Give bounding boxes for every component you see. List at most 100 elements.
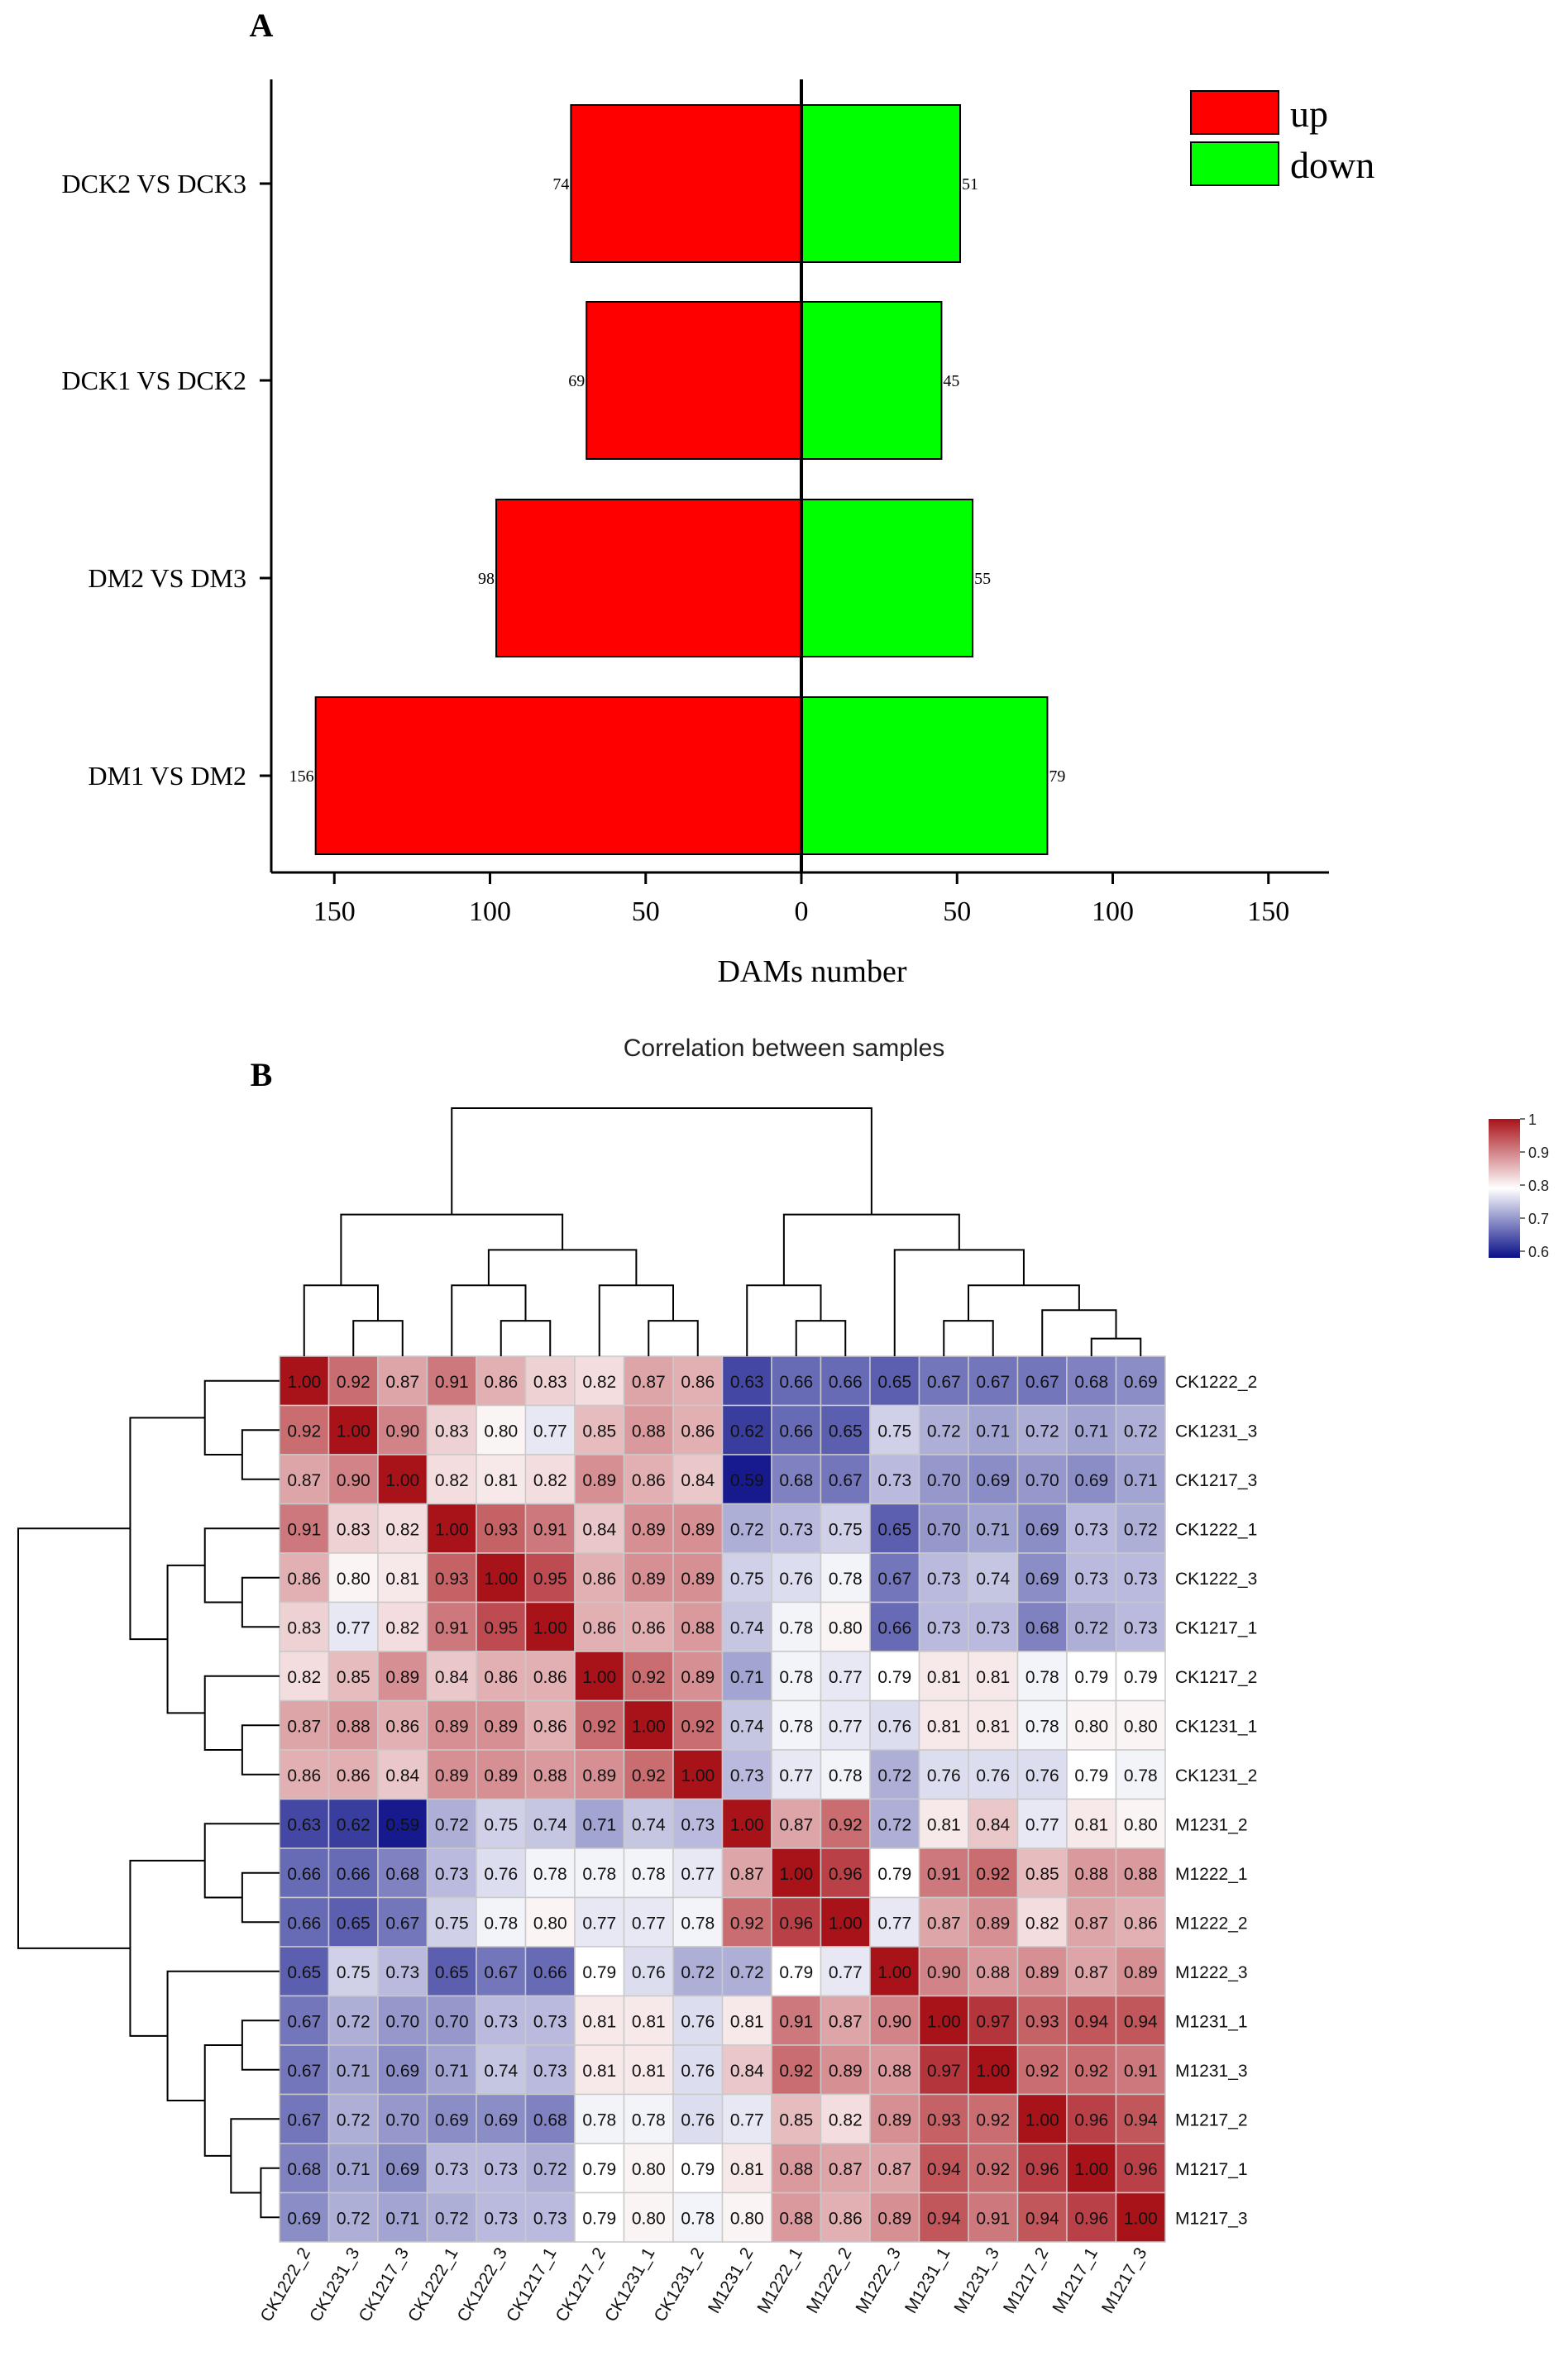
data-label-up: 74 <box>552 175 569 194</box>
cell-value: 0.80 <box>484 1422 518 1441</box>
cell-value: 0.66 <box>877 1618 911 1637</box>
cell-value: 0.81 <box>632 2062 666 2081</box>
cell-value: 0.89 <box>632 1520 666 1539</box>
heatmap-cell <box>1115 1798 1166 1849</box>
cell-value: 0.68 <box>1025 1618 1059 1637</box>
cell-value: 0.94 <box>1124 2012 1158 2031</box>
data-label-down: 51 <box>962 175 978 194</box>
x-tick-label: 150 <box>1247 896 1289 927</box>
row-label: M1222_2 <box>1175 1914 1248 1933</box>
cell-value: 0.91 <box>1124 2062 1158 2081</box>
cell-value: 0.88 <box>976 1963 1010 1982</box>
cell-value: 0.93 <box>927 2110 961 2129</box>
heatmap-cell <box>279 1749 330 1800</box>
cell-value: 1.00 <box>829 1914 863 1933</box>
cell-value: 0.69 <box>1074 1471 1108 1490</box>
x-tick-label: 50 <box>632 896 660 927</box>
heatmap-cell <box>327 2143 379 2194</box>
heatmap-cell <box>574 2044 625 2096</box>
heatmap-cell <box>869 1896 920 1948</box>
cell-value: 0.81 <box>582 2062 616 2081</box>
heatmap-cell <box>820 1896 871 1948</box>
cell-value: 0.81 <box>927 1815 961 1834</box>
y-tick-label: DM2 VS DM3 <box>88 563 246 593</box>
heatmap-cell <box>918 1552 969 1604</box>
heatmap-cell <box>426 1699 477 1751</box>
cell-value: 0.85 <box>779 2110 813 2129</box>
cell-value: 0.59 <box>730 1471 764 1490</box>
data-label-down: 45 <box>943 372 959 390</box>
heatmap-cell <box>1115 1699 1166 1751</box>
cell-value: 0.70 <box>385 2012 419 2031</box>
cell-value: 0.80 <box>1124 1717 1158 1736</box>
heatmap-cell <box>327 1946 379 1997</box>
cell-value: 0.81 <box>927 1668 961 1687</box>
cell-value: 0.78 <box>829 1766 863 1785</box>
row-label: M1217_3 <box>1175 2209 1248 2228</box>
cell-value: 0.89 <box>1124 1963 1158 1982</box>
cell-value: 0.90 <box>877 2012 911 2031</box>
cell-value: 1.00 <box>877 1963 911 1982</box>
cell-value: 0.72 <box>927 1422 961 1441</box>
y-tick-label: DM1 VS DM2 <box>88 761 246 791</box>
heatmap-cell <box>869 1601 920 1652</box>
cell-value: 0.76 <box>681 2012 715 2031</box>
heatmap-cell <box>1115 1847 1166 1899</box>
heatmap-cell <box>771 1995 822 2046</box>
row-dendrogram-branch <box>230 2118 280 2194</box>
cell-value: 0.73 <box>484 2012 518 2031</box>
heatmap-cell <box>918 1454 969 1505</box>
cell-value: 0.88 <box>877 2062 911 2081</box>
cell-value: 0.84 <box>582 1520 616 1539</box>
row-label: CK1217_1 <box>1175 1618 1257 1637</box>
column-dendrogram-branch <box>303 1284 379 1356</box>
cell-value: 0.87 <box>927 1914 961 1933</box>
row-dendrogram-branch <box>129 1859 205 2037</box>
heatmap-cell <box>721 1798 772 1849</box>
heatmap-cell <box>524 1798 576 1849</box>
cell-value: 0.76 <box>681 2062 715 2081</box>
cell-value: 0.94 <box>1025 2209 1059 2228</box>
heatmap-cell <box>623 1355 674 1407</box>
cell-value: 0.72 <box>730 1520 764 1539</box>
cell-value: 0.92 <box>681 1717 715 1736</box>
column-label: M1222_1 <box>753 2244 806 2316</box>
column-label: CK1222_2 <box>257 2244 315 2325</box>
cell-value: 0.67 <box>287 2012 321 2031</box>
heatmap-cell <box>476 1552 527 1604</box>
bar-down <box>801 104 962 263</box>
cell-value: 0.83 <box>287 1618 321 1637</box>
heatmap-cell <box>1066 1454 1117 1505</box>
heatmap-cell <box>721 1896 772 1948</box>
heatmap-cell <box>869 2093 920 2144</box>
cell-value: 0.79 <box>877 1668 911 1687</box>
cell-value: 0.63 <box>730 1373 764 1392</box>
cell-value: 0.84 <box>385 1766 419 1785</box>
cell-value: 0.78 <box>779 1717 813 1736</box>
cell-value: 0.77 <box>1025 1815 1059 1834</box>
cell-value: 0.77 <box>877 1914 911 1933</box>
row-dendrogram-branch <box>241 2019 280 2071</box>
heatmap-cell <box>771 2044 822 2096</box>
heatmap-cell <box>327 1503 379 1554</box>
heatmap-cell <box>771 1699 822 1751</box>
cell-value: 0.73 <box>1074 1520 1108 1539</box>
cell-value: 0.88 <box>779 2209 813 2228</box>
cell-value: 0.89 <box>829 2062 863 2081</box>
cell-value: 0.73 <box>484 2209 518 2228</box>
cell-value: 0.91 <box>435 1618 469 1637</box>
x-tick-label: 50 <box>943 896 971 927</box>
panel-a-label: A <box>250 7 274 44</box>
x-tick-label: 100 <box>1092 896 1134 927</box>
heatmap-cell <box>820 1454 871 1505</box>
cell-value: 0.74 <box>976 1570 1010 1589</box>
row-label: M1231_1 <box>1175 2012 1248 2031</box>
cell-value: 0.88 <box>533 1766 567 1785</box>
heatmap-cell <box>524 2093 576 2144</box>
cell-value: 0.78 <box>1124 1766 1158 1785</box>
cell-value: 0.69 <box>1025 1520 1059 1539</box>
cell-value: 0.70 <box>927 1471 961 1490</box>
heatmap-cell <box>918 1699 969 1751</box>
row-dendrogram-branch <box>129 1417 205 1641</box>
heatmap-cell <box>771 1651 822 1702</box>
